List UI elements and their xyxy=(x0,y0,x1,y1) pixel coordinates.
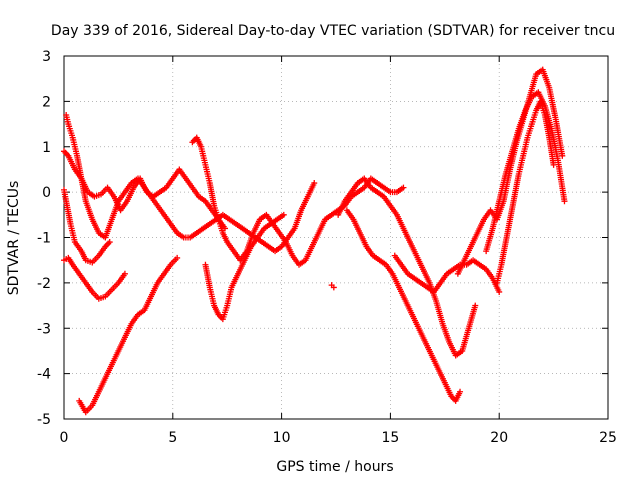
x-tick-label: 0 xyxy=(60,430,69,446)
data-point xyxy=(559,152,566,159)
data-point xyxy=(330,284,337,291)
data-point xyxy=(457,388,464,395)
y-tick-label: -3 xyxy=(37,321,51,337)
x-tick-label: 15 xyxy=(381,430,399,446)
chart-title: Day 339 of 2016, Sidereal Day-to-day VTE… xyxy=(51,23,615,39)
y-tick-label: 0 xyxy=(42,185,51,201)
y-tick-label: -1 xyxy=(37,231,51,247)
y-tick-label: 1 xyxy=(42,140,51,156)
y-tick-label: 3 xyxy=(42,49,51,65)
x-axis-label: GPS time / hours xyxy=(276,459,393,475)
data-point xyxy=(280,211,287,218)
data-point xyxy=(496,288,503,295)
data-point xyxy=(561,198,568,205)
x-tick-label: 5 xyxy=(168,430,177,446)
y-tick-label: 2 xyxy=(42,94,51,110)
grid xyxy=(64,56,608,419)
y-tick-label: -4 xyxy=(37,367,51,383)
x-tick-label: 20 xyxy=(490,430,508,446)
data-point xyxy=(472,302,479,309)
y-axis-label: SDTVAR / TECUs xyxy=(6,181,22,296)
data-point xyxy=(174,254,181,261)
data-point xyxy=(550,161,557,168)
data-point xyxy=(121,270,128,277)
data-marks xyxy=(61,66,568,416)
data-point xyxy=(311,180,318,187)
data-point xyxy=(400,184,407,191)
data-point xyxy=(106,239,113,246)
y-tick-label: -2 xyxy=(37,276,51,292)
x-tick-label: 10 xyxy=(273,430,291,446)
x-tick-label: 25 xyxy=(599,430,617,446)
y-tick-label: -5 xyxy=(37,412,51,428)
axis-ticks: 0 5 10 15 20 25 -5 -4 -3 -2 -1 0 1 2 3 xyxy=(37,49,617,446)
